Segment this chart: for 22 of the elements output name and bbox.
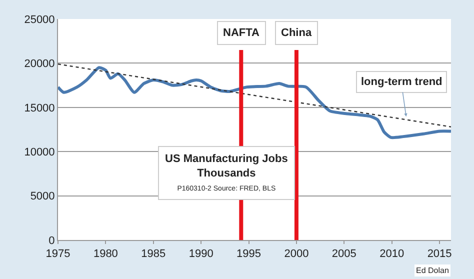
text: Ed Dolan	[416, 266, 449, 275]
ref-line-label: China	[281, 27, 312, 39]
y-tick-label: 0	[48, 234, 55, 247]
x-tick-label: 1985	[141, 248, 166, 260]
annotation: long-term trend	[361, 76, 442, 88]
y-tick-label: 15000	[24, 102, 55, 114]
x-tick-label: 2005	[332, 248, 356, 260]
x-tick-label: 2015	[427, 248, 452, 260]
line-series	[58, 66, 451, 140]
y-tick-label: 10000	[24, 146, 55, 158]
y-tick-label: 25000	[24, 14, 55, 26]
text: Thousands	[197, 167, 256, 180]
ref-line-label: NAFTA	[223, 27, 260, 39]
x-tick-label: 2000	[284, 248, 309, 260]
x-tick-label: 2010	[380, 248, 404, 260]
x-tick-label: 1975	[46, 248, 70, 260]
text: US Manufacturing Jobs	[165, 153, 288, 165]
y-tick-label: 5000	[30, 190, 55, 203]
x-tick-label: 1995	[236, 248, 262, 260]
x-tick-label: 1990	[188, 248, 214, 260]
x-tick-label: 1980	[93, 248, 118, 260]
y-tick-label: 20000	[24, 58, 55, 70]
